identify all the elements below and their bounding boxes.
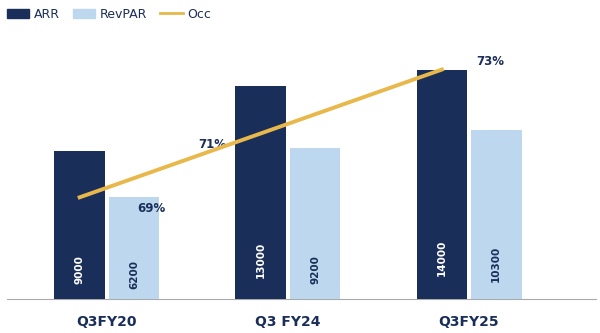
Text: 13000: 13000: [256, 241, 266, 278]
Text: 9200: 9200: [310, 255, 320, 284]
Bar: [471, 130, 521, 299]
Text: 71%: 71%: [199, 138, 226, 151]
Text: 14000: 14000: [437, 239, 447, 276]
Bar: [109, 197, 160, 299]
Bar: [416, 70, 467, 299]
Bar: [55, 152, 105, 299]
Text: 10300: 10300: [491, 246, 501, 282]
Text: 69%: 69%: [137, 202, 166, 215]
Legend: ARR, RevPAR, Occ: ARR, RevPAR, Occ: [2, 3, 217, 26]
Text: 6200: 6200: [129, 260, 139, 289]
Bar: [235, 86, 286, 299]
Bar: [290, 148, 340, 299]
Text: 73%: 73%: [476, 55, 504, 68]
Text: 9000: 9000: [74, 255, 85, 284]
